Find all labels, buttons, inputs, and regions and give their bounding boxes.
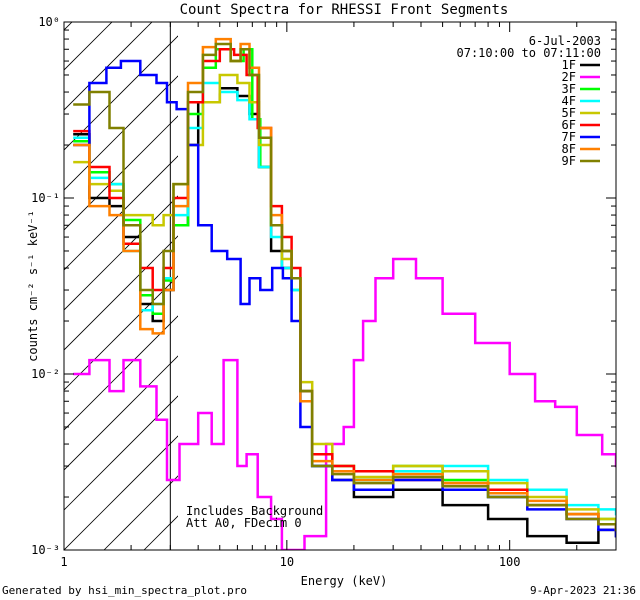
y-tick-label: 10⁻³ [31,543,60,557]
time-range-label: 07:10:00 to 07:11:00 [457,46,602,60]
hatch-line [64,395,178,511]
hatch-line [64,435,178,550]
series-2F-line [73,257,616,550]
date-label: 6-Jul-2003 [529,34,601,48]
legend-label-3F: 3F [562,82,576,96]
y-tick-label: 10⁻² [31,367,60,381]
legend-label-9F: 9F [562,154,576,168]
hatch-line [64,155,178,271]
legend-label-7F: 7F [562,130,576,144]
series-3F-line [73,48,616,526]
legend-label-4F: 4F [562,94,576,108]
series-9F-line [73,42,616,532]
legend-label-8F: 8F [562,142,576,156]
hatch-line [103,475,178,550]
x-tick-label: 100 [499,555,521,569]
series-group [73,37,616,550]
legend-label-1F: 1F [562,58,576,72]
series-6F-line [73,48,616,532]
legend-label-5F: 5F [562,106,576,120]
legend-label-2F: 2F [562,70,576,84]
y-axis: 10⁻³ 10⁻² 10⁻¹ 10⁰ [31,15,616,557]
footer-left: Generated by hsi_min_spectra_plot.pro [2,584,247,597]
plot-frame [63,21,617,551]
x-tick-label: 1 [60,555,67,569]
hatch-line [64,35,178,151]
series-8F-line [73,37,616,532]
hatch-line [224,0,640,550]
hatch-line [64,355,178,471]
chart-title: Count Spectra for RHESSI Front Segments [180,2,509,18]
y-axis-label: counts cm⁻² s⁻¹ keV⁻¹ [26,210,40,362]
hatch-line [64,22,73,31]
x-tick-label: 10 [280,555,294,569]
annotation-attenuator: Att A0, FDecim 0 [186,516,302,530]
footer-right: 9-Apr-2023 21:36 [530,584,636,597]
hatch-line [64,22,113,71]
y-tick-label: 10⁰ [38,15,60,29]
annotation-background: Includes Background [186,504,323,518]
x-axis-label: Energy (keV) [301,574,388,588]
y-tick-label: 10⁻¹ [31,191,60,205]
x-axis: 1 10 100 [60,22,617,569]
hatch-line [64,22,153,111]
legend-label-6F: 6F [562,118,576,132]
